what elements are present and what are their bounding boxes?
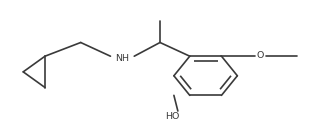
Text: NH: NH [115, 54, 129, 63]
Text: HO: HO [166, 112, 180, 121]
Text: O: O [257, 51, 264, 60]
